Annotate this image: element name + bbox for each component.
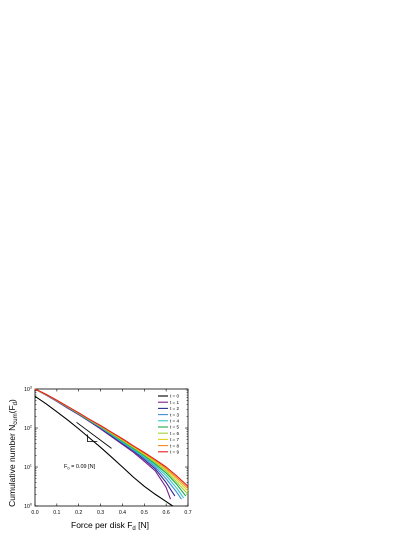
legend-label: t = 4 (170, 419, 180, 424)
series-lines (34, 388, 189, 507)
x-tick-label: 0.5 (141, 510, 148, 516)
series-line (34, 388, 189, 492)
y-tick-label: 102 (24, 425, 32, 433)
series-line (34, 388, 189, 489)
series-line (34, 388, 182, 500)
legend-label: t = 2 (170, 406, 180, 411)
x-tick-label: 0.6 (163, 510, 170, 516)
series-line (34, 388, 172, 500)
series-line (34, 388, 185, 499)
legend-label: t = 7 (170, 437, 180, 442)
annotations: F0 = 0.09 [N] (64, 421, 112, 471)
series-line (34, 395, 174, 507)
y-tick-label: 103 (24, 386, 32, 394)
x-tick-label: 0.0 (31, 510, 38, 516)
slope-triangle (87, 434, 98, 442)
series-line (34, 388, 187, 497)
x-axis-label: Force per disk Fd [N] (71, 520, 149, 532)
legend-label: t = 5 (170, 425, 180, 430)
x-tick-label: 0.4 (119, 510, 126, 516)
series-line (34, 388, 189, 495)
annotation-label: F0 = 0.09 [N] (64, 464, 96, 471)
legend-label: t = 6 (170, 431, 180, 436)
series-line (34, 388, 189, 487)
y-tick-label: 101 (24, 464, 32, 472)
legend-label: t = 8 (170, 443, 180, 448)
y-axis-label: Cumulative number Ncum(Fd) (7, 399, 19, 507)
x-tick-label: 0.2 (75, 510, 82, 516)
plot-frame (34, 388, 189, 507)
reference-slope-line (76, 421, 112, 449)
legend-label: t = 0 (170, 394, 180, 399)
legend-label: t = 3 (170, 412, 180, 417)
x-tick-label: 0.3 (97, 510, 104, 516)
axis-ticks: 0.0 0.1 0.2 0.3 0.4 0.5 0.6 0.7 100 101 102 103 (24, 386, 192, 517)
legend-label: t = 9 (170, 450, 180, 455)
x-tick-label: 0.7 (184, 510, 191, 516)
x-tick-label: 0.1 (53, 510, 60, 516)
series-line (34, 388, 176, 497)
legend: t = 0t = 1t = 2t = 3 t = 4t = 5t = 6t = 7… (158, 394, 180, 455)
y-tick-label: 100 (24, 503, 32, 511)
legend-label: t = 1 (170, 400, 180, 405)
